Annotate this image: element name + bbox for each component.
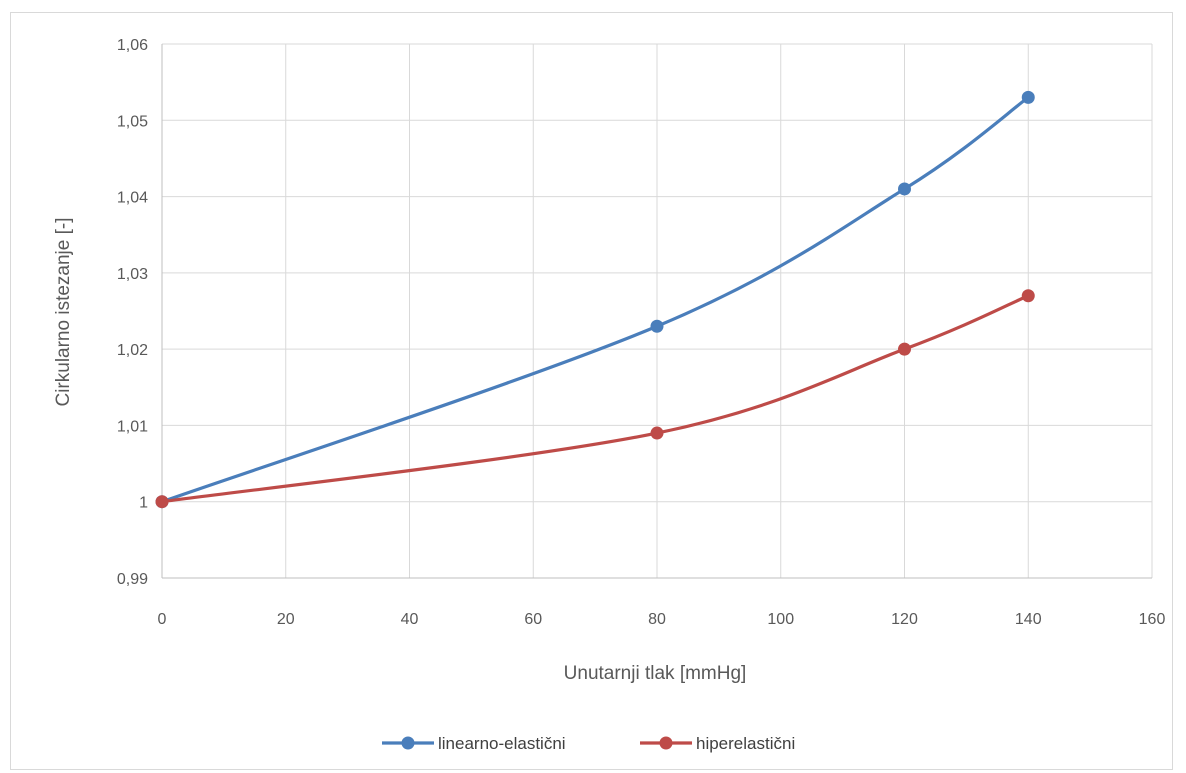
tick-labels: 0,99 1 1,01 1,02 1,03 1,04 1,05 1,06 0 20 40 60 80 10… — [117, 37, 1166, 628]
y-tick-label: 0,99 — [117, 571, 148, 588]
legend: linearno-elastični hiperelastični — [382, 734, 795, 753]
series-2 — [155, 289, 1035, 509]
data-point — [898, 342, 911, 356]
x-tick-label: 120 — [891, 611, 918, 628]
data-point — [650, 319, 664, 333]
legend-label: hiperelastični — [696, 734, 795, 753]
x-tick-label: 0 — [158, 611, 167, 628]
y-axis-title: Cirkularno istezanje [-] — [53, 217, 74, 406]
y-tick-label: 1,02 — [117, 342, 148, 359]
y-tick-label: 1 — [139, 495, 148, 512]
series — [155, 90, 1035, 509]
y-tick-label: 1,05 — [117, 113, 148, 130]
x-tick-label: 140 — [1015, 611, 1042, 628]
data-point — [1021, 289, 1035, 303]
x-tick-label: 40 — [401, 611, 419, 628]
legend-item: hiperelastični — [640, 734, 795, 753]
x-axis-title: Unutarnji tlak [mmHg] — [564, 663, 747, 684]
legend-item: linearno-elastični — [382, 734, 566, 753]
data-point — [650, 426, 664, 440]
x-tick-label: 80 — [648, 611, 666, 628]
legend-marker — [401, 736, 415, 750]
grid — [162, 43, 1153, 578]
series-line — [160, 294, 1030, 504]
x-tick-label: 160 — [1139, 611, 1166, 628]
series-line — [160, 95, 1030, 504]
y-tick-label: 1,04 — [117, 190, 148, 207]
data-point — [155, 495, 169, 509]
y-tick-label: 1,01 — [117, 418, 148, 435]
axes — [161, 44, 1152, 579]
y-tick-label: 1,06 — [117, 37, 148, 54]
x-tick-label: 20 — [277, 611, 295, 628]
y-tick-label: 1,03 — [117, 266, 148, 283]
data-point — [1021, 90, 1035, 104]
legend-label: linearno-elastični — [438, 734, 566, 753]
legend-marker — [659, 736, 673, 750]
x-tick-label: 100 — [767, 611, 794, 628]
x-tick-label: 60 — [524, 611, 542, 628]
data-point — [898, 182, 911, 196]
